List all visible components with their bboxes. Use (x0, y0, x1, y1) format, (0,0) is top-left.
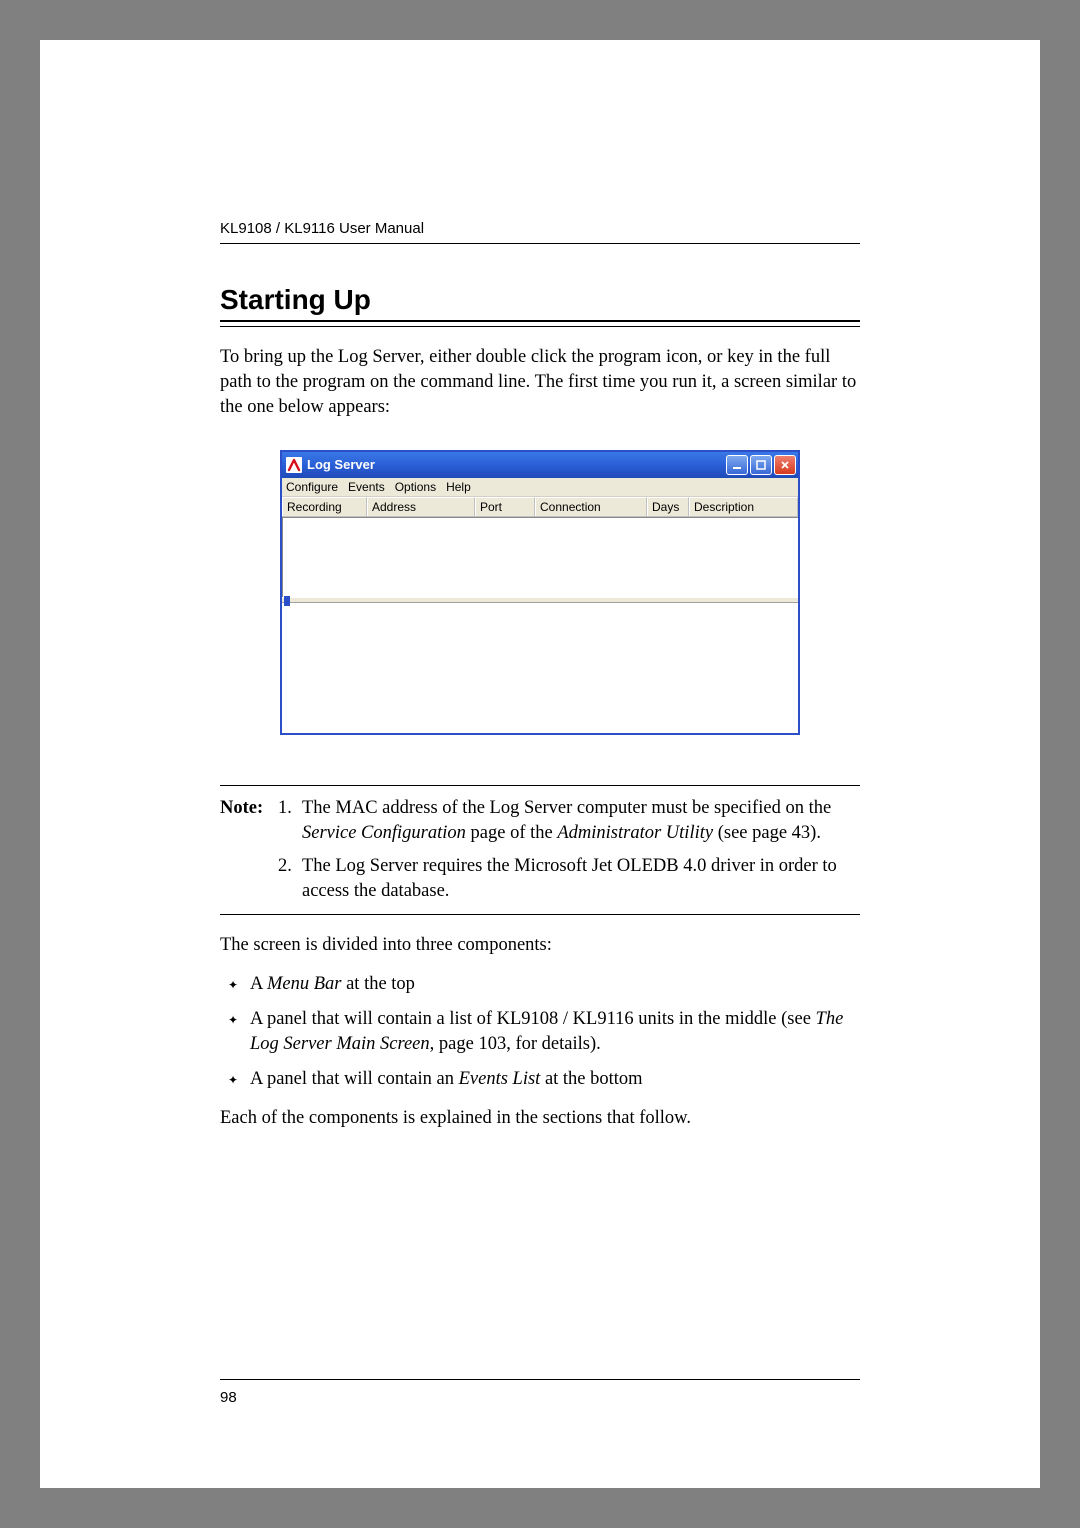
note-1-mid: page of the (466, 823, 557, 843)
b3-em: Events List (459, 1069, 541, 1089)
note-1-text: The MAC address of the Log Server comput… (302, 796, 860, 846)
section-underline-thick (220, 320, 860, 322)
col-port[interactable]: Port (475, 497, 535, 516)
header-rule (220, 243, 860, 244)
note-1-number: 1. (278, 796, 302, 846)
units-list-panel[interactable] (282, 517, 798, 597)
app-icon (286, 457, 302, 473)
footer-rule (220, 1379, 860, 1380)
b2-pre: A panel that will contain a list of KL91… (250, 1009, 816, 1029)
logserver-window: Log Server C (280, 450, 800, 735)
section-title: Starting Up (220, 284, 860, 316)
b3-pre: A panel that will contain an (250, 1069, 459, 1089)
menu-options[interactable]: Options (395, 480, 436, 494)
col-recording[interactable]: Recording (282, 497, 367, 516)
note-1-em2: Administrator Utility (557, 823, 713, 843)
note-rule-bottom (220, 914, 860, 915)
close-icon (780, 460, 790, 470)
col-description[interactable]: Description (689, 497, 798, 516)
screen-summary: The screen is divided into three compone… (220, 933, 860, 958)
events-list-panel[interactable] (282, 603, 798, 733)
section-underline-thin (220, 326, 860, 327)
closing-paragraph: Each of the components is explained in t… (220, 1106, 860, 1131)
splitter[interactable] (282, 597, 798, 603)
screenshot-figure: Log Server C (220, 450, 860, 735)
intro-paragraph: To bring up the Log Server, either doubl… (220, 345, 860, 420)
note-2: 2. The Log Server requires the Microsoft… (220, 854, 860, 904)
running-header: KL9108 / KL9116 User Manual (220, 220, 860, 237)
window-buttons (726, 455, 796, 475)
note-2-number: 2. (278, 854, 302, 904)
b1-em: Menu Bar (267, 974, 342, 994)
window-titlebar[interactable]: Log Server (282, 452, 798, 478)
col-address[interactable]: Address (367, 497, 475, 516)
b3-post: at the bottom (540, 1069, 642, 1089)
b1-post: at the top (341, 974, 414, 994)
list-item: A panel that will contain an Events List… (220, 1067, 860, 1092)
col-connection[interactable]: Connection (535, 497, 647, 516)
list-item: A Menu Bar at the top (220, 972, 860, 997)
note-2-text: The Log Server requires the Microsoft Je… (302, 854, 860, 904)
note-label: Note: (220, 796, 278, 846)
col-days[interactable]: Days (647, 497, 689, 516)
list-item: A panel that will contain a list of KL91… (220, 1007, 860, 1057)
maximize-icon (756, 460, 766, 470)
note-1-pre: The MAC address of the Log Server comput… (302, 798, 831, 818)
splitter-handle-icon (284, 596, 290, 606)
note-1: Note: 1. The MAC address of the Log Serv… (220, 796, 860, 846)
components-list: A Menu Bar at the top A panel that will … (220, 972, 860, 1092)
b1-pre: A (250, 974, 267, 994)
page: KL9108 / KL9116 User Manual Starting Up … (40, 40, 1040, 1488)
minimize-icon (732, 460, 742, 470)
note-1-em1: Service Configuration (302, 823, 466, 843)
maximize-button[interactable] (750, 455, 772, 475)
menu-bar: Configure Events Options Help (282, 478, 798, 497)
note-rule-top (220, 785, 860, 786)
table-header-row: Recording Address Port Connection Days D… (282, 497, 798, 517)
note-1-post: (see page 43). (713, 823, 821, 843)
window-title: Log Server (307, 457, 726, 472)
minimize-button[interactable] (726, 455, 748, 475)
menu-configure[interactable]: Configure (286, 480, 338, 494)
page-number: 98 (220, 1389, 237, 1406)
menu-events[interactable]: Events (348, 480, 385, 494)
menu-help[interactable]: Help (446, 480, 471, 494)
close-button[interactable] (774, 455, 796, 475)
b2-post: , page 103, for details). (430, 1034, 601, 1054)
